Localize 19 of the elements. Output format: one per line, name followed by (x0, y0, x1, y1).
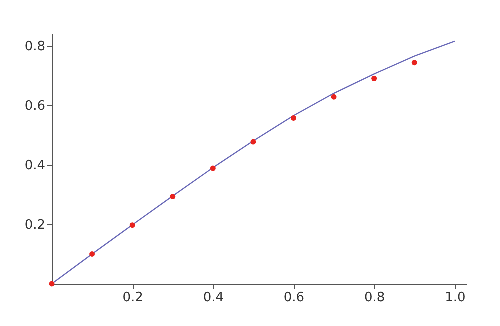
y-tick-label: 0.6 (24, 98, 46, 114)
point (210, 166, 216, 172)
point (250, 139, 256, 145)
point (331, 94, 337, 100)
y-tick-label: 0.4 (24, 158, 46, 174)
point (412, 60, 418, 66)
point (130, 222, 136, 228)
point (291, 115, 296, 121)
y-tick-label: 0.8 (24, 39, 46, 54)
y-tick-label: 0.2 (24, 218, 46, 233)
x-tick-label: 0.2 (122, 290, 144, 306)
x-tick-label: 0.6 (284, 290, 305, 306)
x-tick-label: 0.8 (364, 290, 386, 306)
x-tick-label: 0.4 (203, 290, 224, 306)
point (90, 252, 96, 257)
x-tick-label: 1.0 (445, 290, 466, 306)
point (49, 281, 55, 287)
point (170, 194, 176, 200)
point (372, 76, 378, 82)
